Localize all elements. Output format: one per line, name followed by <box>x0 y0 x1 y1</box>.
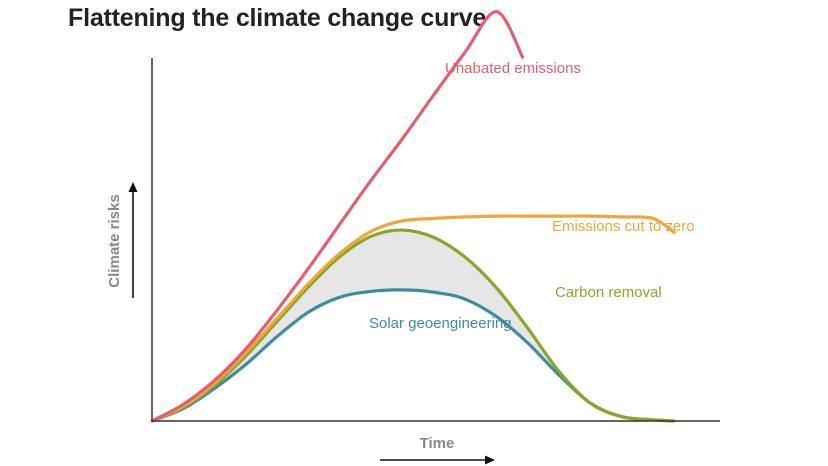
series-label-emissions-cut-to-zero: Emissions cut to zero <box>552 218 695 235</box>
series-label-carbon-removal: Carbon removal <box>555 284 662 301</box>
x-axis-arrow-icon <box>380 455 495 465</box>
x-axis-label: Time <box>420 435 455 452</box>
series-line-solar-geoengineering <box>150 288 676 423</box>
series-line-unabated-emissions <box>150 10 525 423</box>
series-label-unabated-emissions: Unabated emissions <box>445 60 581 77</box>
y-axis-arrow-icon <box>128 182 138 298</box>
shaded-region <box>152 230 674 421</box>
series-labels: Unabated emissions Emissions cut to zero C… <box>369 60 695 332</box>
series-lines <box>150 10 676 423</box>
series-label-solar-geoengineering: Solar geoengineering <box>369 315 512 332</box>
chart-title: Flattening the climate change curve <box>68 4 487 32</box>
series-line-emissions-cut-to-zero <box>150 214 676 423</box>
series-line-carbon-removal <box>150 228 676 423</box>
y-axis-label: Climate risks <box>106 194 123 287</box>
